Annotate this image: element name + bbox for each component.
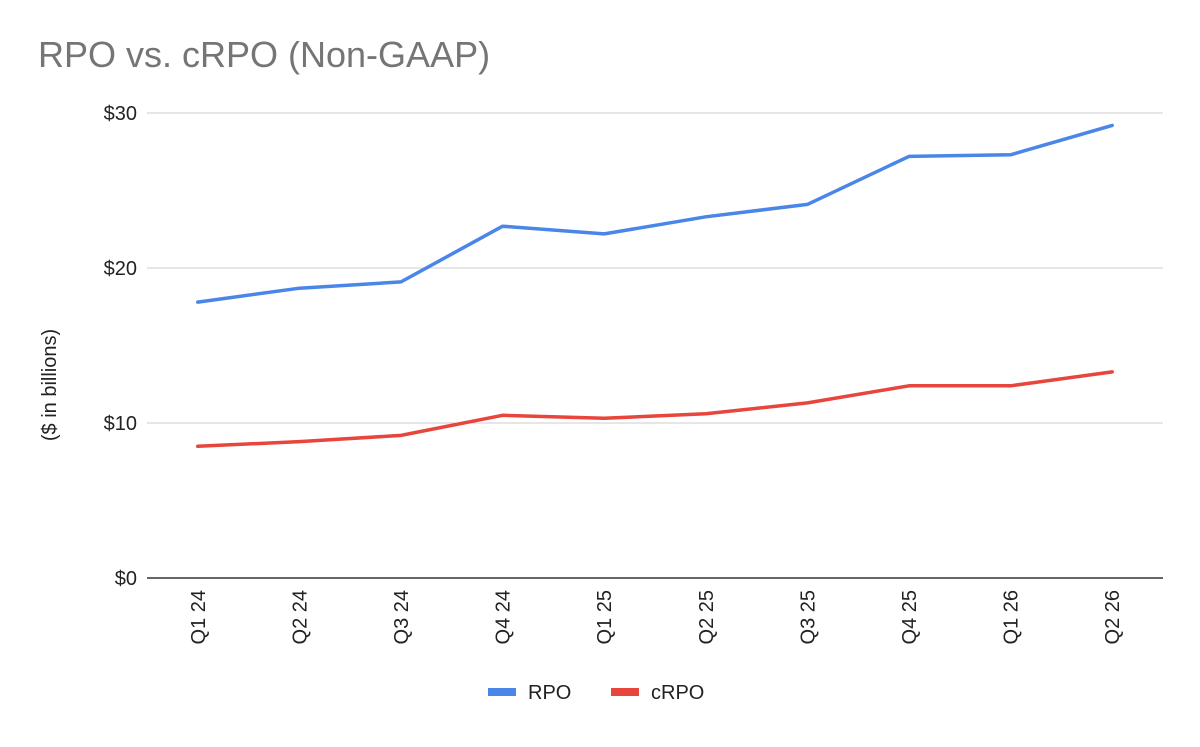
- x-tick-label: Q2 24: [289, 590, 311, 644]
- series-lines: [196, 123, 1114, 449]
- series-line-crpo: [196, 370, 1114, 449]
- legend-label-rpo: RPO: [528, 682, 571, 704]
- y-tick-label: $0: [115, 568, 137, 590]
- y-tick-label: $30: [104, 103, 137, 125]
- x-tick-label: Q2 25: [696, 590, 718, 644]
- y-tick-label: $10: [104, 413, 137, 435]
- y-axis-label: ($ in billions): [39, 329, 61, 441]
- legend-label-crpo: cRPO: [651, 682, 704, 704]
- x-tick-label: Q2 26: [1102, 590, 1124, 644]
- y-tick-label: $20: [104, 258, 137, 280]
- x-tick-label: Q4 24: [493, 590, 515, 644]
- legend: RPO cRPO: [488, 682, 704, 704]
- x-tick-label: Q4 25: [899, 590, 921, 644]
- x-tick-label: Q1 25: [594, 590, 616, 644]
- x-tick-label: Q1 26: [1001, 590, 1023, 644]
- legend-swatch-rpo: [488, 688, 516, 696]
- x-tick-label: Q1 24: [188, 590, 210, 644]
- gridlines: [147, 112, 1163, 424]
- axes: $0 $10 $20 $30 Q1 24 Q2 24 Q3 24 Q4 24 Q1 25 Q2 2…: [104, 103, 1163, 644]
- x-tick-label: Q3 24: [391, 590, 413, 644]
- series-line-rpo: [196, 123, 1114, 304]
- x-tick-label: Q3 25: [797, 590, 819, 644]
- legend-swatch-crpo: [611, 688, 639, 696]
- chart-title: RPO vs. cRPO (Non-GAAP): [38, 34, 491, 75]
